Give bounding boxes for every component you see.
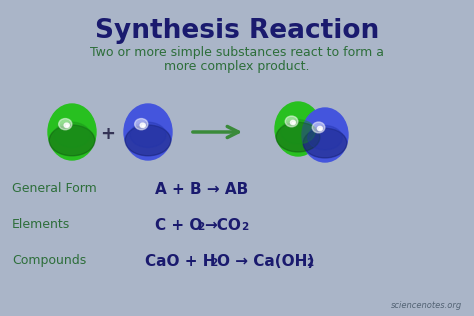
Text: +: + <box>100 125 116 143</box>
Ellipse shape <box>318 126 322 131</box>
Text: A + B → AB: A + B → AB <box>155 182 248 197</box>
Ellipse shape <box>302 108 348 162</box>
Ellipse shape <box>275 102 321 156</box>
Ellipse shape <box>48 104 96 160</box>
Text: 2: 2 <box>306 258 313 268</box>
Ellipse shape <box>125 125 171 156</box>
Text: Elements: Elements <box>12 218 70 231</box>
Text: 2: 2 <box>241 222 248 232</box>
Text: more complex product.: more complex product. <box>164 60 310 73</box>
Text: CaO + H: CaO + H <box>145 254 216 269</box>
Ellipse shape <box>285 116 298 127</box>
Ellipse shape <box>64 123 69 128</box>
Ellipse shape <box>281 119 315 144</box>
Ellipse shape <box>312 122 325 133</box>
Ellipse shape <box>319 128 321 130</box>
Ellipse shape <box>308 125 342 150</box>
Ellipse shape <box>291 120 295 125</box>
Text: Synthesis Reaction: Synthesis Reaction <box>95 18 379 44</box>
Ellipse shape <box>140 123 146 128</box>
Text: 2: 2 <box>210 258 217 268</box>
Ellipse shape <box>292 122 294 124</box>
Ellipse shape <box>276 122 320 152</box>
Ellipse shape <box>135 118 148 130</box>
Text: C + O: C + O <box>155 218 202 233</box>
Text: →CO: →CO <box>204 218 241 233</box>
Ellipse shape <box>54 122 90 147</box>
Ellipse shape <box>130 122 166 147</box>
Text: sciencenotes.org: sciencenotes.org <box>391 301 462 310</box>
Text: Compounds: Compounds <box>12 254 86 267</box>
Ellipse shape <box>59 118 72 130</box>
Ellipse shape <box>66 125 68 127</box>
Ellipse shape <box>124 104 172 160</box>
Ellipse shape <box>49 125 95 156</box>
Text: O → Ca(OH): O → Ca(OH) <box>217 254 314 269</box>
Text: Two or more simple substances react to form a: Two or more simple substances react to f… <box>90 46 384 59</box>
Text: 2: 2 <box>197 222 204 232</box>
Text: General Form: General Form <box>12 182 97 195</box>
Ellipse shape <box>142 125 144 127</box>
Ellipse shape <box>303 128 347 158</box>
